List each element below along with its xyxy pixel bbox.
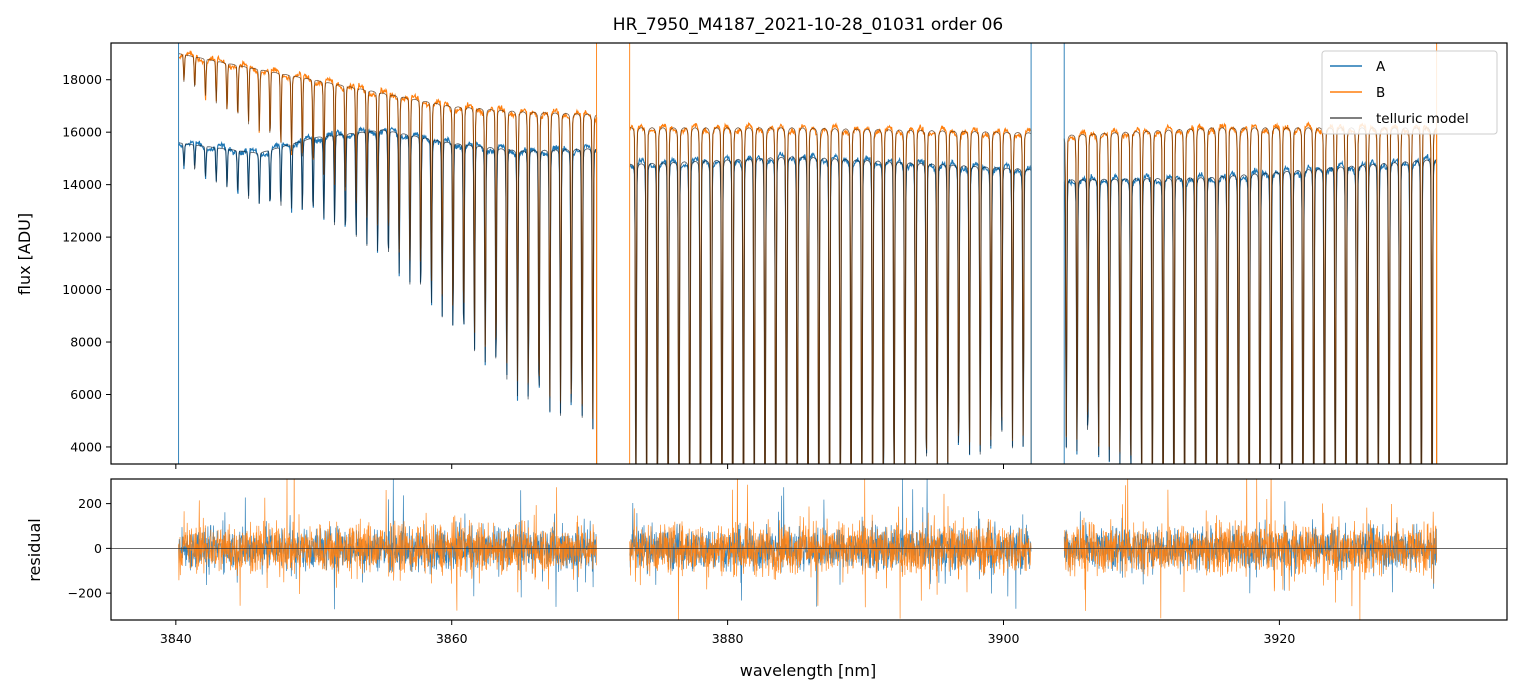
legend-label-a: A — [1376, 59, 1386, 75]
x-tick-label: 3860 — [436, 631, 468, 646]
flux-ylabel: flux [ADU] — [15, 213, 34, 295]
flux-y-tick-label: 6000 — [70, 387, 102, 402]
residual-y-ticks: −200 0 200 — [68, 496, 111, 601]
x-tick-label: 3840 — [160, 631, 192, 646]
flux-y-tick-label: 12000 — [62, 230, 102, 245]
flux-y-tick-label: 14000 — [62, 177, 102, 192]
residual-ylabel: residual — [25, 518, 44, 581]
x-tick-label: 3920 — [1263, 631, 1295, 646]
legend-label-telluric: telluric model — [1376, 111, 1469, 127]
flux-y-tick-label: 4000 — [70, 439, 102, 454]
residual-axes-frame — [110, 478, 1508, 621]
flux-y-tick-label: 8000 — [70, 335, 102, 350]
residual-y-tick-label: 200 — [78, 496, 102, 511]
x-tick-label: 3880 — [712, 631, 744, 646]
residual-x-ticks: 3840 3860 3880 3900 3920 — [160, 620, 1295, 646]
flux-plot-area — [178, 43, 1438, 464]
residual-plot-area — [111, 479, 1507, 620]
chart-title: HR_7950_M4187_2021-10-28_01031 order 06 — [613, 15, 1003, 35]
residual-y-tick-label: −200 — [68, 586, 102, 601]
x-tick-label: 3900 — [988, 631, 1020, 646]
flux-axes-frame — [110, 42, 1508, 465]
flux-y-tick-label: 16000 — [62, 125, 102, 140]
residual-line-b — [178, 479, 1437, 620]
legend-label-b: B — [1376, 85, 1385, 101]
flux-y-tick-label: 10000 — [62, 282, 102, 297]
flux-y-tick-label: 18000 — [62, 72, 102, 87]
xlabel: wavelength [nm] — [740, 661, 877, 680]
legend-box — [1321, 50, 1498, 135]
flux-y-ticks: 4000 6000 8000 10000 12000 14000 16000 18000 — [62, 72, 111, 454]
flux-x-ticks — [175, 464, 1280, 469]
legend: A B telluric model — [1321, 50, 1498, 135]
residual-y-tick-label: 0 — [94, 541, 102, 556]
